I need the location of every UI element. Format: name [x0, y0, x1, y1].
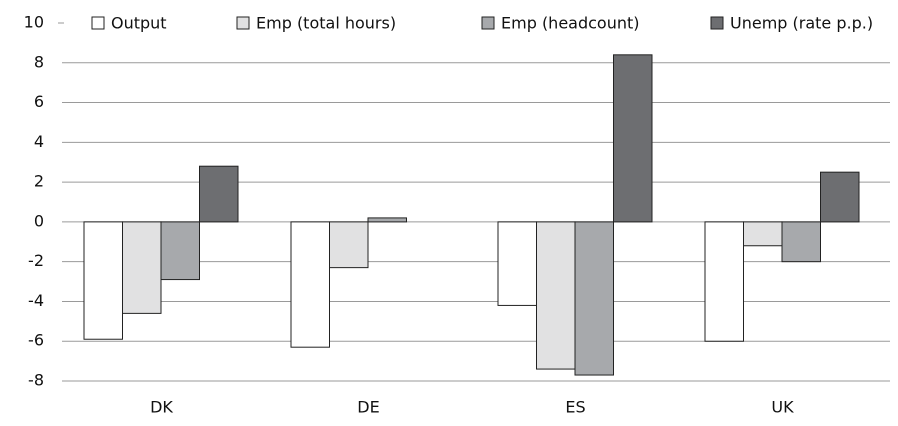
bar	[704, 221, 744, 342]
bar	[781, 221, 821, 263]
y-tick-label: -4	[28, 291, 44, 310]
x-tick-label: DE	[357, 398, 379, 417]
y-tick-label: -8	[28, 371, 44, 390]
x-tick-label: ES	[565, 398, 585, 417]
bar	[743, 221, 783, 247]
x-tick-label: DK	[150, 398, 173, 417]
y-tick-label: 8	[34, 52, 44, 71]
bar	[83, 221, 123, 340]
bar	[329, 221, 369, 269]
x-tick-label: UK	[771, 398, 794, 417]
y-tick-label: 4	[34, 132, 44, 151]
y-tick-label: 10	[24, 13, 44, 32]
bar	[367, 217, 407, 223]
bar	[497, 221, 537, 306]
y-tick-label: 0	[34, 211, 44, 230]
legend-swatch	[481, 16, 495, 30]
y-tick-label: -6	[28, 331, 44, 350]
legend-label: Unemp (rate p.p.)	[730, 14, 873, 33]
bar	[122, 221, 162, 314]
y-tick-label: -2	[28, 251, 44, 270]
y-tick-label: 6	[34, 92, 44, 111]
legend-label: Emp (headcount)	[501, 14, 640, 33]
bar	[820, 171, 860, 223]
bar	[290, 221, 330, 348]
bar	[613, 54, 653, 223]
bar	[574, 221, 614, 376]
bar	[536, 221, 576, 370]
legend-swatch	[236, 16, 250, 30]
legend-swatch	[710, 16, 724, 30]
legend-label: Emp (total hours)	[256, 14, 396, 33]
legend-swatch	[91, 16, 105, 30]
legend-label: Output	[111, 14, 167, 33]
bar	[160, 221, 200, 281]
y-tick-label: 2	[34, 172, 44, 191]
bar	[199, 165, 239, 223]
